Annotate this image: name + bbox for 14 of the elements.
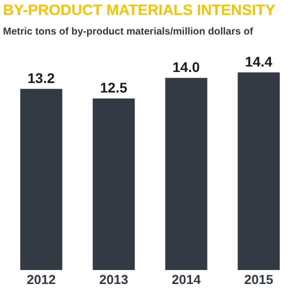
data-label: 12.5 (100, 79, 128, 96)
data-label: 14.0 (172, 58, 200, 75)
x-tick-label: 2014 (172, 272, 202, 287)
bar (238, 72, 280, 270)
data-label: 14.4 (245, 53, 272, 70)
x-tick-label: 2013 (99, 272, 128, 287)
bar (165, 78, 208, 270)
bar (20, 88, 62, 270)
x-tick-label: 2012 (26, 272, 56, 287)
chart-title: BY-PRODUCT MATERIALS INTENSITY (3, 2, 276, 19)
data-label: 13.2 (28, 70, 55, 86)
chart-subtitle: Metric tons of by-product materials/million dollars of (3, 26, 254, 38)
bar (92, 98, 135, 270)
x-tick-label: 2015 (244, 272, 274, 287)
